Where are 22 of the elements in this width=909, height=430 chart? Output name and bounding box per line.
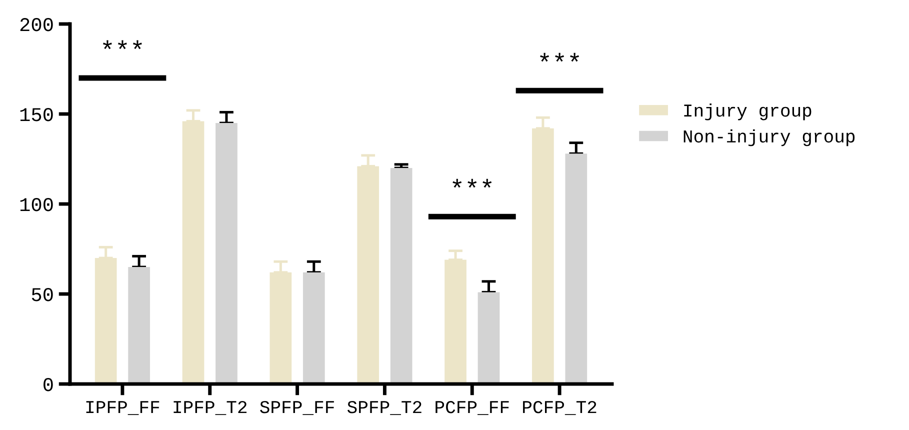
x-tick-label: PCFP_T2	[523, 400, 596, 415]
bar	[390, 168, 412, 384]
y-tick-label: 0	[44, 378, 53, 392]
y-tick-label: 100	[20, 198, 53, 212]
x-tick-label: IPFP_FF	[86, 401, 160, 415]
y-tick-label: 50	[32, 288, 53, 302]
legend-label: Non-injury group	[684, 129, 855, 146]
x-tick-label: IPFP_T2	[174, 400, 247, 415]
x-tick-label: SPFP_T2	[347, 400, 422, 415]
y-tick-label: 200	[20, 18, 53, 32]
annotation: ***	[540, 52, 580, 62]
bar	[216, 123, 238, 384]
x-tick-label: SPFP_FF	[260, 400, 334, 415]
y-tick-label: 150	[20, 108, 53, 122]
legend-label: Injury group	[684, 103, 812, 120]
bar	[128, 267, 150, 384]
bar	[565, 154, 588, 384]
x-tick-label: PCFP_FF	[436, 400, 509, 415]
annotation: ***	[102, 40, 142, 50]
annotation: ***	[452, 178, 492, 188]
bar	[478, 292, 500, 384]
bar	[302, 272, 325, 384]
